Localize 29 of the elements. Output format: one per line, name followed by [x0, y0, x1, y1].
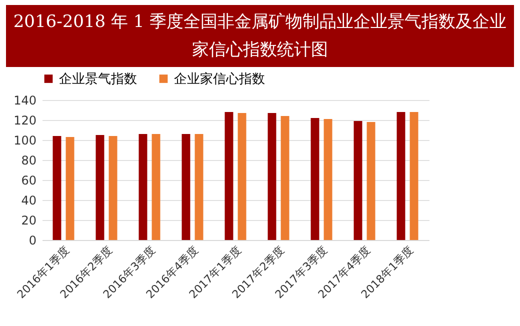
bar: [324, 119, 332, 240]
y-tick-label: 60: [21, 174, 36, 188]
y-tick-label: 40: [21, 194, 36, 208]
chart-title: 2016-2018 年 1 季度全国非金属矿物制品业企业景气指数及企业家信心指数统计图: [6, 5, 514, 67]
y-tick-label: 100: [14, 134, 36, 148]
bar: [238, 113, 246, 240]
legend-label: 企业家信心指数: [174, 70, 265, 87]
bar: [96, 135, 104, 240]
y-tick-label: 140: [14, 94, 36, 108]
y-tick-label: 80: [21, 154, 36, 168]
bar: [366, 122, 376, 240]
bar: [182, 134, 190, 240]
bar: [396, 112, 406, 240]
bar: [268, 113, 276, 240]
bar: [410, 112, 418, 240]
y-tick-label: 0: [28, 234, 36, 248]
bar: [354, 121, 362, 240]
y-tick-label: 120: [14, 114, 36, 128]
bar: [52, 136, 62, 240]
bar: [108, 136, 118, 240]
y-tick-label: 20: [21, 214, 36, 228]
bar: [138, 134, 148, 240]
bar: [280, 116, 290, 240]
bar: [152, 134, 160, 240]
bar: [194, 134, 204, 240]
legend-label: 企业景气指数: [59, 72, 137, 87]
bar: [310, 118, 320, 240]
bar: [66, 137, 74, 240]
bar: [224, 112, 234, 240]
